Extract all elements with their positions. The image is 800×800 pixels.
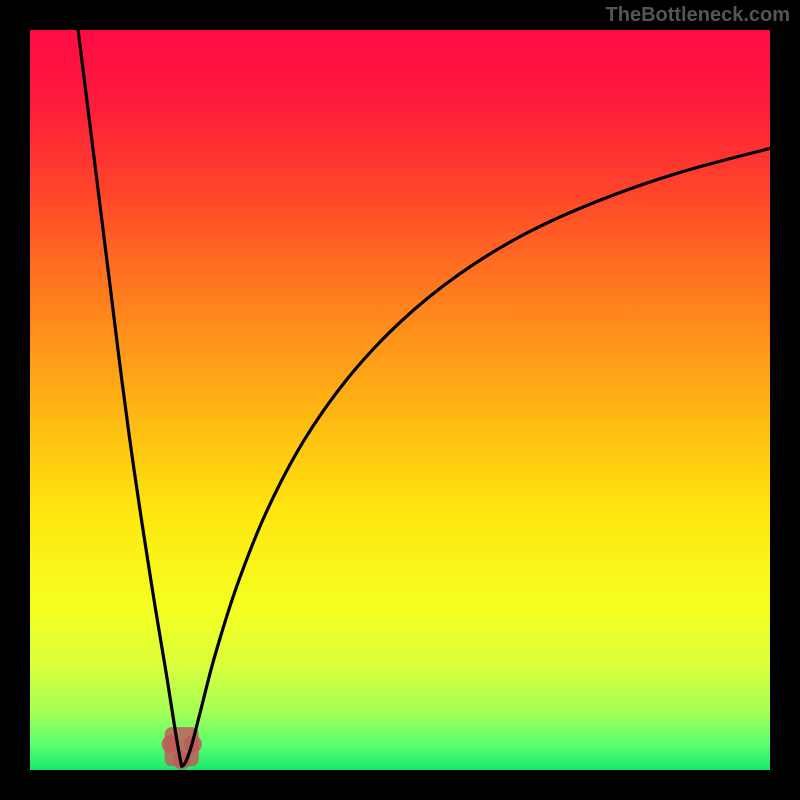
chart-outer: TheBottleneck.com [0,0,800,800]
gradient-background [30,30,770,770]
bottleneck-curve-chart [30,30,770,770]
watermark-text: TheBottleneck.com [606,4,790,27]
plot-area [30,30,770,770]
